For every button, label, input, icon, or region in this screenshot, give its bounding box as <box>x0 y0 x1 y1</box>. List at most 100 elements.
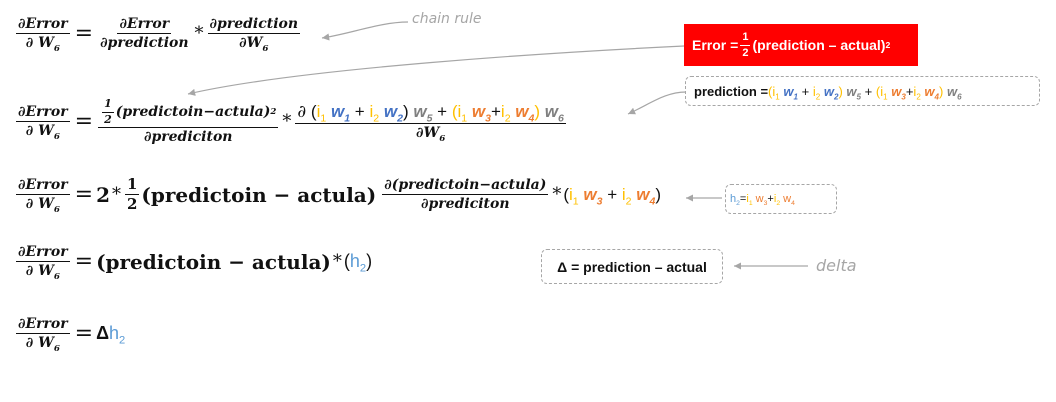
lhs-den-text: ∂ W <box>25 263 54 280</box>
paren: ) <box>838 83 843 99</box>
h-symbol: h <box>109 323 120 344</box>
w-symbol: w <box>544 101 559 121</box>
plus: + <box>354 101 365 121</box>
i2-term: i2 <box>774 193 781 208</box>
i1-term: i1 <box>746 193 752 207</box>
sub: 1 <box>775 92 780 102</box>
sub: 3 <box>485 112 491 125</box>
w-symbol: w <box>413 101 427 121</box>
sub: 1 <box>572 195 579 208</box>
plus: + <box>801 83 810 99</box>
sub: 3 <box>763 200 768 208</box>
lhs-denominator: ∂ W6 <box>24 262 62 281</box>
half-den: 2 <box>104 112 112 126</box>
dprediction-dw6-fraction: ∂prediction ∂W6 <box>207 16 301 54</box>
w-symbol: w <box>583 184 597 204</box>
paren: ) <box>939 83 944 99</box>
sub: 1 <box>344 112 351 125</box>
sub: 4 <box>791 200 795 208</box>
fraction-numerator: ∂(predictoin−actula) <box>382 177 549 196</box>
equals-sign: = <box>74 109 94 135</box>
equation-chain-rule: ∂Error ∂ W6 = ∂Error ∂prediction * ∂pred… <box>14 16 302 54</box>
plus: + <box>767 193 774 205</box>
half-den: 2 <box>126 195 138 214</box>
multiply-sign: * <box>552 184 562 206</box>
w6-term: w6 <box>947 83 962 101</box>
derror-dprediction-fraction: ∂Error ∂prediction <box>98 16 190 51</box>
lhs-denominator: ∂ W6 <box>24 334 62 353</box>
lhs-fraction: ∂Error ∂ W6 <box>16 177 70 214</box>
sub: 2 <box>625 195 632 208</box>
sub: 2 <box>119 334 126 347</box>
w6-term: w6 <box>544 101 564 124</box>
paren: ( <box>768 83 773 99</box>
w-symbol: w <box>947 83 958 99</box>
lhs-den-sub: 6 <box>53 131 60 142</box>
w4-term: w4 <box>783 193 795 208</box>
half-num: 1 <box>102 97 114 113</box>
i2-term: i2 <box>501 102 511 124</box>
error-label: Error = <box>692 37 739 53</box>
i-symbol: i <box>772 83 776 99</box>
plus: + <box>607 184 618 204</box>
lhs-numerator: ∂Error <box>16 104 70 123</box>
sub: 1 <box>461 112 468 125</box>
i-symbol: i <box>569 184 573 204</box>
sub: 3 <box>596 195 603 208</box>
plus: + <box>490 101 501 121</box>
delta-definition-text: Δ = prediction – actual <box>557 258 707 275</box>
paren: ) <box>534 101 541 121</box>
w-symbol: w <box>471 101 486 121</box>
den-sub: 6 <box>262 43 269 54</box>
chain-rule-arrow <box>321 21 409 41</box>
error-formula-box: Error = 1 2 (prediction – actual) 2 <box>684 24 918 66</box>
i-symbol: i <box>457 101 462 121</box>
i2-term: i2 <box>369 102 380 125</box>
sub: 5 <box>426 112 433 125</box>
half-fraction: 1 2 <box>740 31 751 59</box>
error-box-arrow <box>187 45 685 96</box>
plus: + <box>437 101 448 121</box>
paren: ( <box>310 101 317 121</box>
sub: 5 <box>856 92 862 102</box>
lhs-den-text: ∂ W <box>25 123 54 140</box>
lhs-fraction: ∂Error ∂ W6 <box>16 104 70 142</box>
h2-symbol: h2 <box>350 251 366 274</box>
half-num: 1 <box>124 175 140 196</box>
lhs-denominator: ∂ W6 <box>24 122 62 142</box>
lhs-numerator: ∂Error <box>16 316 70 335</box>
plus: + <box>905 83 914 99</box>
w3-term: w3 <box>583 184 603 208</box>
w-symbol: w <box>636 184 650 204</box>
paren: ( <box>563 184 569 204</box>
equation-final: ∂Error ∂ W6 = Δ h2 <box>14 316 126 353</box>
error-body: (predictoin−actula) <box>115 104 271 121</box>
lhs-den-text: ∂ W <box>25 35 54 52</box>
sub: 2 <box>833 92 839 102</box>
h2-term: (h2) <box>343 251 373 275</box>
inner-derivative-fraction: ∂(predictoin−actula) ∂prediciton <box>382 177 549 212</box>
i-symbol: i <box>913 83 917 99</box>
sub: 2 <box>373 112 380 125</box>
i-symbol: i <box>621 184 626 204</box>
multiply-sign: * <box>194 23 204 45</box>
lhs-den-text: ∂ W <box>25 196 54 213</box>
lhs-fraction: ∂Error ∂ W6 <box>16 244 70 281</box>
w-symbol: w <box>823 83 834 99</box>
equation-simplified: ∂Error ∂ W6 = (predictoin − actula) * (h… <box>14 244 373 281</box>
error-over-dprediction-fraction: 1 2 (predictoin−actula) 2 ∂prediciton <box>98 97 279 145</box>
lhs-fraction: ∂Error ∂ W6 <box>16 316 70 353</box>
w3-term: w3 <box>891 84 906 101</box>
prediction-definition-box: prediction = ( i1 w1 + i2 w2) w5 + (i1 w… <box>685 76 1040 106</box>
sub: 2 <box>776 200 781 208</box>
half-num: 1 <box>740 31 751 46</box>
sub: 1 <box>883 92 888 102</box>
w4-term: w4 <box>924 84 939 101</box>
fraction-numerator: 1 2 (predictoin−actula) 2 <box>98 97 279 129</box>
multiply-sign: * <box>282 111 292 133</box>
fraction-numerator: ∂Error <box>117 16 172 35</box>
w2-term: w2 <box>823 83 839 102</box>
den-text: ∂W <box>416 125 440 142</box>
w2-term: w2 <box>384 102 403 124</box>
multiply-sign: * <box>111 184 121 206</box>
